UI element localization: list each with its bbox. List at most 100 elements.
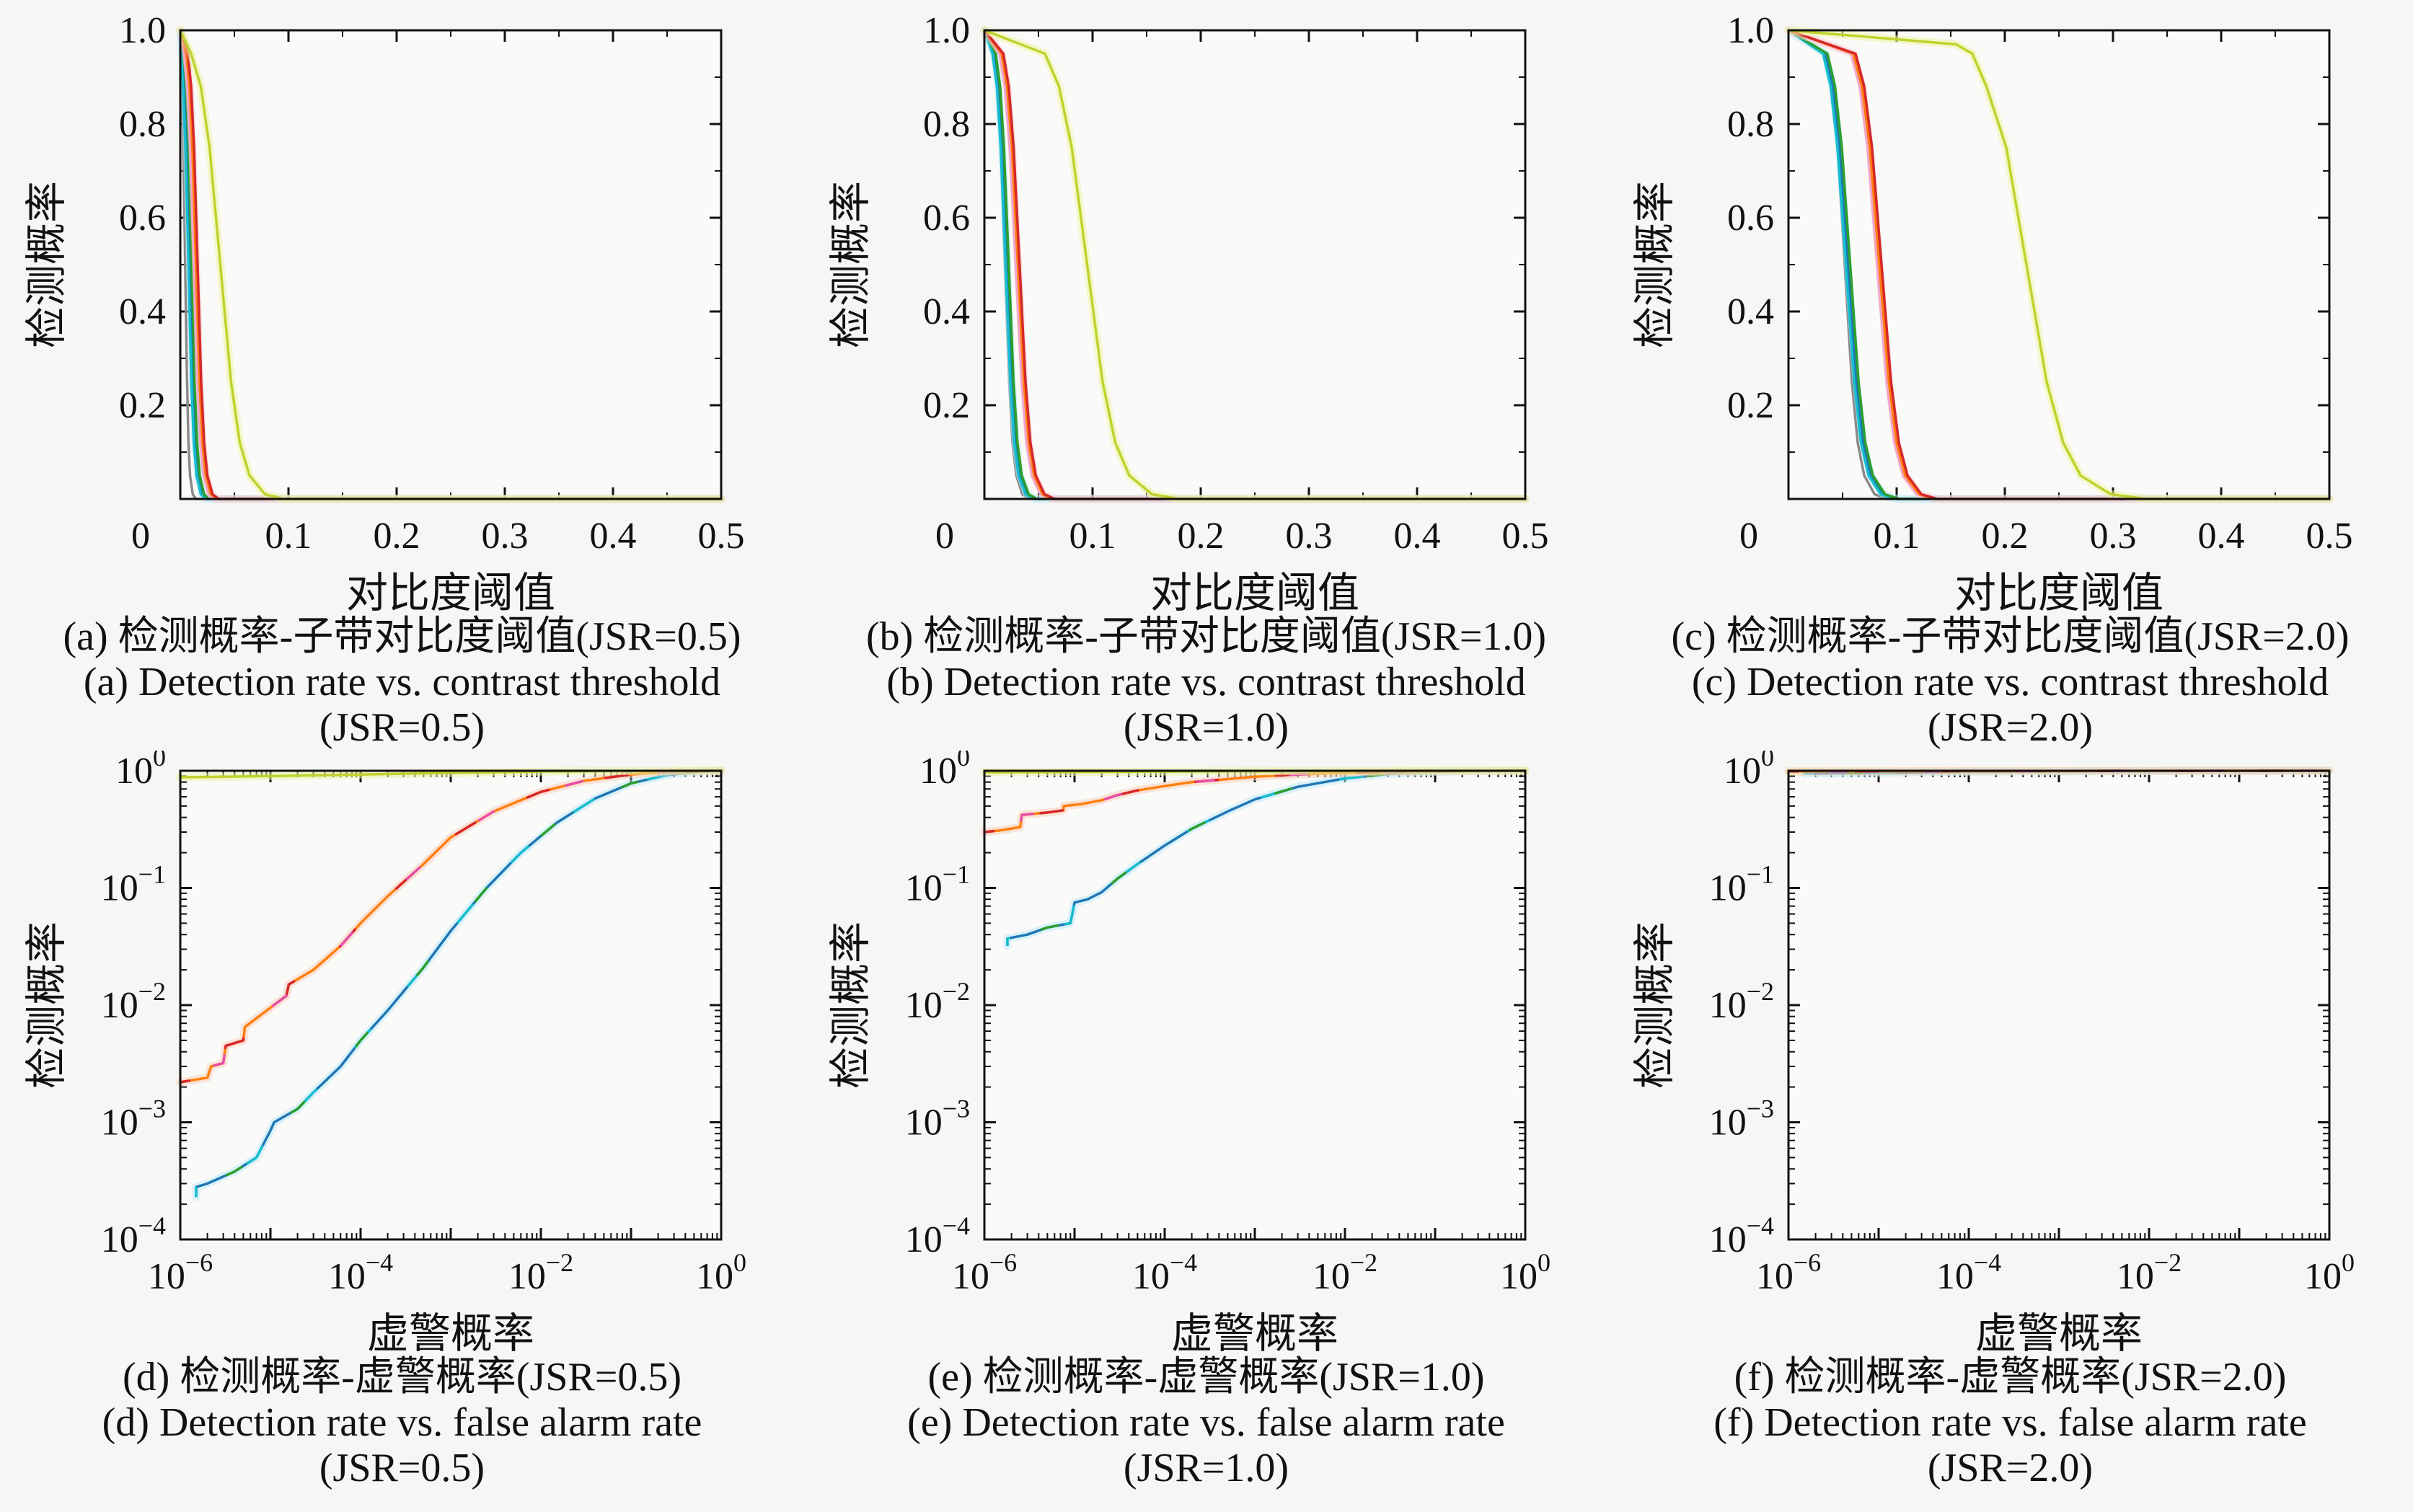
svg-text:10−4: 10−4 — [101, 1211, 166, 1260]
svg-text:0.5: 0.5 — [698, 516, 745, 557]
svg-text:虚警概率: 虚警概率 — [367, 1310, 534, 1355]
svg-text:10−2: 10−2 — [905, 977, 970, 1026]
svg-text:0.5: 0.5 — [2306, 516, 2353, 557]
svg-text:10−6: 10−6 — [952, 1248, 1017, 1297]
svg-text:检测概率: 检测概率 — [23, 181, 70, 348]
svg-text:10−1: 10−1 — [905, 860, 970, 909]
svg-text:100: 100 — [2304, 1248, 2355, 1297]
svg-text:100: 100 — [696, 1248, 746, 1297]
subplot-e-caption: (e) 检测概率-虚警概率(JSR=1.0) (e) Detection rat… — [804, 1355, 1608, 1491]
svg-text:0.4: 0.4 — [1727, 291, 1774, 332]
svg-text:0: 0 — [935, 516, 954, 557]
svg-text:0.6: 0.6 — [119, 198, 166, 239]
svg-text:100: 100 — [1500, 1248, 1550, 1297]
svg-text:0.8: 0.8 — [1727, 104, 1774, 145]
subplot-c-caption: (c) 检测概率-子带对比度阈值(JSR=2.0) (c) Detection … — [1608, 614, 2412, 751]
svg-text:对比度阈值: 对比度阈值 — [346, 570, 555, 614]
subplot-b-caption-zh: (b) 检测概率-子带对比度阈值(JSR=1.0) — [865, 614, 1547, 659]
svg-text:10−2: 10−2 — [508, 1248, 573, 1297]
subplot-a-caption-jsr: (JSR=0.5) — [319, 705, 485, 750]
svg-text:0.8: 0.8 — [119, 104, 166, 145]
subplot-c-caption-en: (c) Detection rate vs. contrast threshol… — [1691, 660, 2329, 704]
svg-text:10−4: 10−4 — [1936, 1248, 2001, 1297]
svg-text:0.4: 0.4 — [2198, 516, 2245, 557]
subplot-f-caption-jsr: (JSR=2.0) — [1927, 1446, 2094, 1490]
svg-text:10−2: 10−2 — [2117, 1248, 2182, 1297]
svg-text:10−6: 10−6 — [1756, 1248, 1821, 1297]
subplot-a-caption-en: (a) Detection rate vs. contrast threshol… — [83, 660, 721, 704]
svg-text:1.0: 1.0 — [1727, 10, 1774, 51]
svg-text:0.3: 0.3 — [482, 516, 529, 557]
subplot-e-caption-zh: (e) 检测概率-虚警概率(JSR=1.0) — [927, 1355, 1485, 1400]
subplot-b-figure: 0 0.1 0.2 0.3 0.4 0.5 0.2 0.4 0.6 0.8 1.0 对比度阈值 检测概率… — [804, 10, 1608, 751]
chart-c: 0 0.1 0.2 0.3 0.4 0.5 0.2 0.4 0.6 0.8 1.0 对比度阈值 检测概率 — [1631, 10, 2353, 614]
svg-text:10−2: 10−2 — [1313, 1248, 1377, 1297]
svg-text:0.6: 0.6 — [1727, 198, 1774, 239]
svg-text:0.2: 0.2 — [1178, 516, 1225, 557]
svg-text:10−2: 10−2 — [1709, 977, 1774, 1026]
svg-text:10−4: 10−4 — [328, 1248, 393, 1297]
svg-text:10−3: 10−3 — [101, 1095, 166, 1144]
subplot-f-caption: (f) 检测概率-虚警概率(JSR=2.0) (f) Detection rat… — [1608, 1355, 2412, 1491]
subplot-d-caption-jsr: (JSR=0.5) — [319, 1446, 485, 1490]
subplot-f-figure: 10−6 10−4 10−2 100 100 10−1 10−2 10−3 10−4 虚警概率 检测… — [1608, 751, 2412, 1491]
svg-text:10−4: 10−4 — [1132, 1248, 1197, 1297]
subplot-c-caption-jsr: (JSR=2.0) — [1927, 705, 2094, 750]
svg-text:0.5: 0.5 — [1502, 516, 1549, 557]
subplot-d-caption-zh: (d) 检测概率-虚警概率(JSR=0.5) — [122, 1355, 682, 1400]
svg-text:对比度阈值: 对比度阈值 — [1150, 570, 1359, 614]
svg-text:0.8: 0.8 — [923, 104, 970, 145]
svg-text:0.1: 0.1 — [1874, 516, 1920, 557]
subplot-e-caption-jsr: (JSR=1.0) — [1123, 1446, 1289, 1490]
svg-text:0.2: 0.2 — [1982, 516, 2029, 557]
svg-text:0.2: 0.2 — [119, 385, 166, 426]
svg-text:100: 100 — [919, 751, 970, 792]
subplot-c-figure: 0 0.1 0.2 0.3 0.4 0.5 0.2 0.4 0.6 0.8 1.0 对比度阈值 检测概率… — [1608, 10, 2412, 751]
svg-text:10−3: 10−3 — [1709, 1095, 1774, 1144]
svg-text:检测概率: 检测概率 — [23, 921, 70, 1089]
svg-text:虚警概率: 虚警概率 — [1171, 1310, 1338, 1355]
subplot-e-caption-en: (e) Detection rate vs. false alarm rate — [907, 1400, 1505, 1445]
svg-text:10−4: 10−4 — [905, 1211, 970, 1260]
svg-text:检测概率: 检测概率 — [827, 921, 874, 1089]
svg-text:10−4: 10−4 — [1709, 1211, 1774, 1260]
svg-text:0.4: 0.4 — [1394, 516, 1441, 557]
subplot-c-caption-zh: (c) 检测概率-子带对比度阈值(JSR=2.0) — [1671, 614, 2350, 659]
svg-text:检测概率: 检测概率 — [827, 181, 874, 348]
subplot-f-caption-zh: (f) 检测概率-虚警概率(JSR=2.0) — [1734, 1355, 2287, 1400]
subplot-a-caption-zh: (a) 检测概率-子带对比度阈值(JSR=0.5) — [63, 614, 741, 659]
svg-text:0.1: 0.1 — [265, 516, 312, 557]
svg-text:虚警概率: 虚警概率 — [1975, 1310, 2143, 1355]
svg-text:1.0: 1.0 — [119, 10, 166, 51]
subplot-b-caption-en: (b) Detection rate vs. contrast threshol… — [886, 660, 1526, 704]
svg-text:100: 100 — [1724, 751, 1774, 792]
chart-a: 0 0.1 0.2 0.3 0.4 0.5 0.2 0.4 0.6 0.8 1.0 对比度阈值 检测概率 — [23, 10, 745, 614]
svg-text:0.3: 0.3 — [2090, 516, 2137, 557]
chart-d: 10−6 10−4 10−2 10010010−110−210−310−4虚警概率检测… — [23, 751, 746, 1355]
svg-text:0.2: 0.2 — [374, 516, 420, 557]
subplot-d-figure: 10−6 10−4 10−2 100 100 10−1 10−2 10−3 10−4 虚警概率 检测… — [0, 751, 804, 1491]
chart-e: 10−6 10−4 10−2 10010010−110−210−310−4虚警概率检测… — [827, 751, 1550, 1355]
svg-text:0.4: 0.4 — [119, 291, 166, 332]
subplot-d-caption-en: (d) Detection rate vs. false alarm rate — [102, 1400, 702, 1445]
subplot-b-caption-jsr: (JSR=1.0) — [1123, 705, 1289, 750]
chart-f: 10−6 10−4 10−2 10010010−110−210−310−4虚警概率检测… — [1631, 751, 2355, 1355]
svg-text:10−6: 10−6 — [148, 1248, 213, 1297]
svg-text:检测概率: 检测概率 — [1631, 921, 1678, 1089]
svg-text:0.3: 0.3 — [1286, 516, 1333, 557]
svg-text:0.6: 0.6 — [923, 198, 970, 239]
svg-text:100: 100 — [115, 751, 166, 792]
svg-text:0: 0 — [131, 516, 150, 557]
svg-text:10−2: 10−2 — [101, 977, 166, 1026]
subplot-b-caption: (b) 检测概率-子带对比度阈值(JSR=1.0) (b) Detection … — [804, 614, 1608, 751]
svg-text:10−3: 10−3 — [905, 1095, 970, 1144]
svg-text:0.4: 0.4 — [923, 291, 970, 332]
subplot-f-caption-en: (f) Detection rate vs. false alarm rate — [1713, 1400, 2307, 1445]
svg-text:0.1: 0.1 — [1069, 516, 1116, 557]
svg-text:10−1: 10−1 — [1709, 860, 1774, 909]
svg-text:检测概率: 检测概率 — [1631, 181, 1678, 348]
svg-text:0.2: 0.2 — [923, 385, 970, 426]
subplot-a-figure: 0 0.1 0.2 0.3 0.4 0.5 0.2 0.4 0.6 0.8 1.0 对比度阈值 检测概率… — [0, 10, 804, 751]
svg-text:0: 0 — [1739, 516, 1758, 557]
